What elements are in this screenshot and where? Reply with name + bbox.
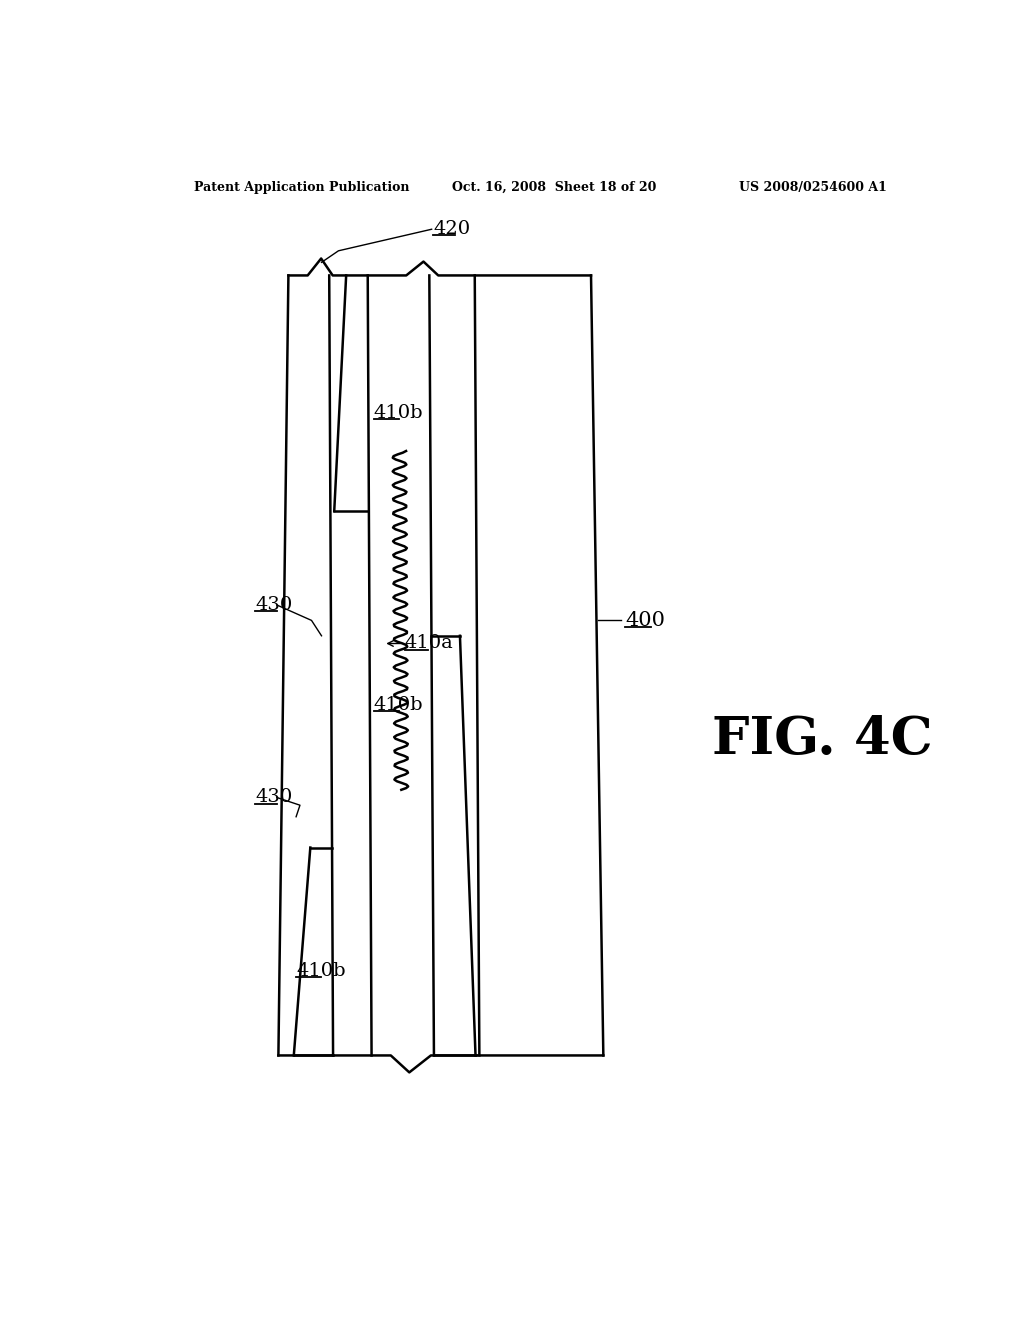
Text: 430: 430 (255, 597, 293, 614)
Text: FIG. 4C: FIG. 4C (712, 714, 933, 766)
Text: 410a: 410a (404, 635, 454, 652)
Text: 410b: 410b (374, 696, 424, 714)
Text: Patent Application Publication: Patent Application Publication (195, 181, 410, 194)
Text: 410b: 410b (374, 404, 424, 421)
Text: Oct. 16, 2008  Sheet 18 of 20: Oct. 16, 2008 Sheet 18 of 20 (453, 181, 656, 194)
Text: 400: 400 (625, 611, 665, 630)
Text: 420: 420 (433, 220, 470, 238)
Text: US 2008/0254600 A1: US 2008/0254600 A1 (739, 181, 887, 194)
Text: 410b: 410b (296, 962, 346, 979)
Text: 430: 430 (255, 788, 293, 807)
